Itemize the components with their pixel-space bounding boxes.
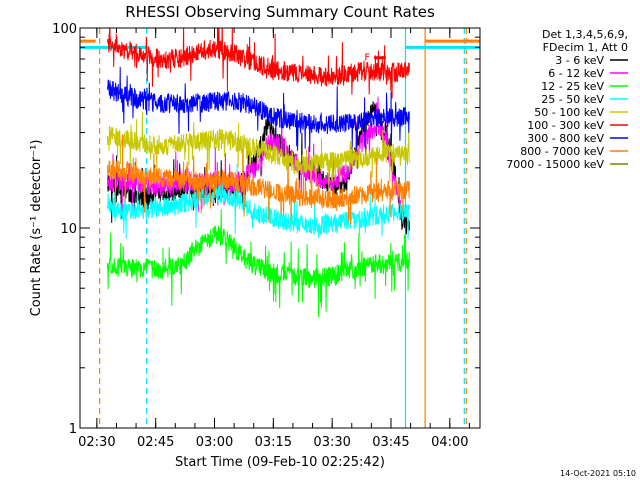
x-tick-label: 03:30 [313, 435, 350, 450]
x-tick-label: 02:30 [78, 435, 115, 450]
legend-label-6-12-kev: 6 - 12 keV [548, 67, 604, 80]
legend-label-3-6-kev: 3 - 6 keV [555, 54, 604, 67]
legend: Det 1,3,4,5,6,9,FDecim 1, Att 03 - 6 keV… [506, 28, 628, 171]
x-tick-label: 03:15 [255, 435, 292, 450]
flare-flag-label: F [364, 53, 370, 64]
plot-area: F [80, 28, 480, 428]
legend-label-7000-15000-kev: 7000 - 15000 keV [506, 158, 604, 171]
timestamp-label: 14-Oct-2021 05:10 [560, 469, 636, 478]
x-axis-label: Start Time (09-Feb-10 02:25:42) [175, 455, 385, 470]
legend-header-line: FDecim 1, Att 0 [543, 41, 628, 54]
series-line-25-50-kev [107, 163, 410, 240]
legend-header-line: Det 1,3,4,5,6,9, [542, 28, 628, 41]
legend-label-100-300-kev: 100 - 300 keV [527, 119, 604, 132]
series-line-50-100-kev [107, 111, 410, 199]
x-tick-label: 04:00 [431, 435, 468, 450]
chart-title: RHESSI Observing Summary Count Rates [125, 3, 435, 21]
series-line-100-300-kev [107, 28, 410, 99]
y-tick-label: 10 [60, 222, 77, 237]
series-line-12-25-kev [107, 209, 410, 318]
series-line-800-7000-kev [107, 134, 410, 225]
legend-label-12-25-kev: 12 - 25 keV [541, 80, 604, 93]
legend-label-25-50-kev: 25 - 50 keV [541, 93, 604, 106]
x-tick-label: 03:00 [196, 435, 233, 450]
axes: 1 10 100 02:30 02:45 03:00 03:15 03:30 03:45 04:0… [52, 22, 481, 450]
legend-label-50-100-kev: 50 - 100 keV [534, 106, 604, 119]
series-line-300-800-kev [107, 66, 410, 153]
y-axis-label: Count Rate (s⁻¹ detector⁻¹) [29, 140, 44, 317]
y-tick-label: 100 [52, 22, 77, 37]
legend-label-800-7000-kev: 800 - 7000 keV [520, 145, 604, 158]
legend-label-300-800-kev: 300 - 800 keV [527, 132, 604, 145]
y-tick-label: 1 [69, 422, 77, 437]
x-tick-label: 02:45 [137, 435, 174, 450]
x-tick-label: 03:45 [372, 435, 409, 450]
